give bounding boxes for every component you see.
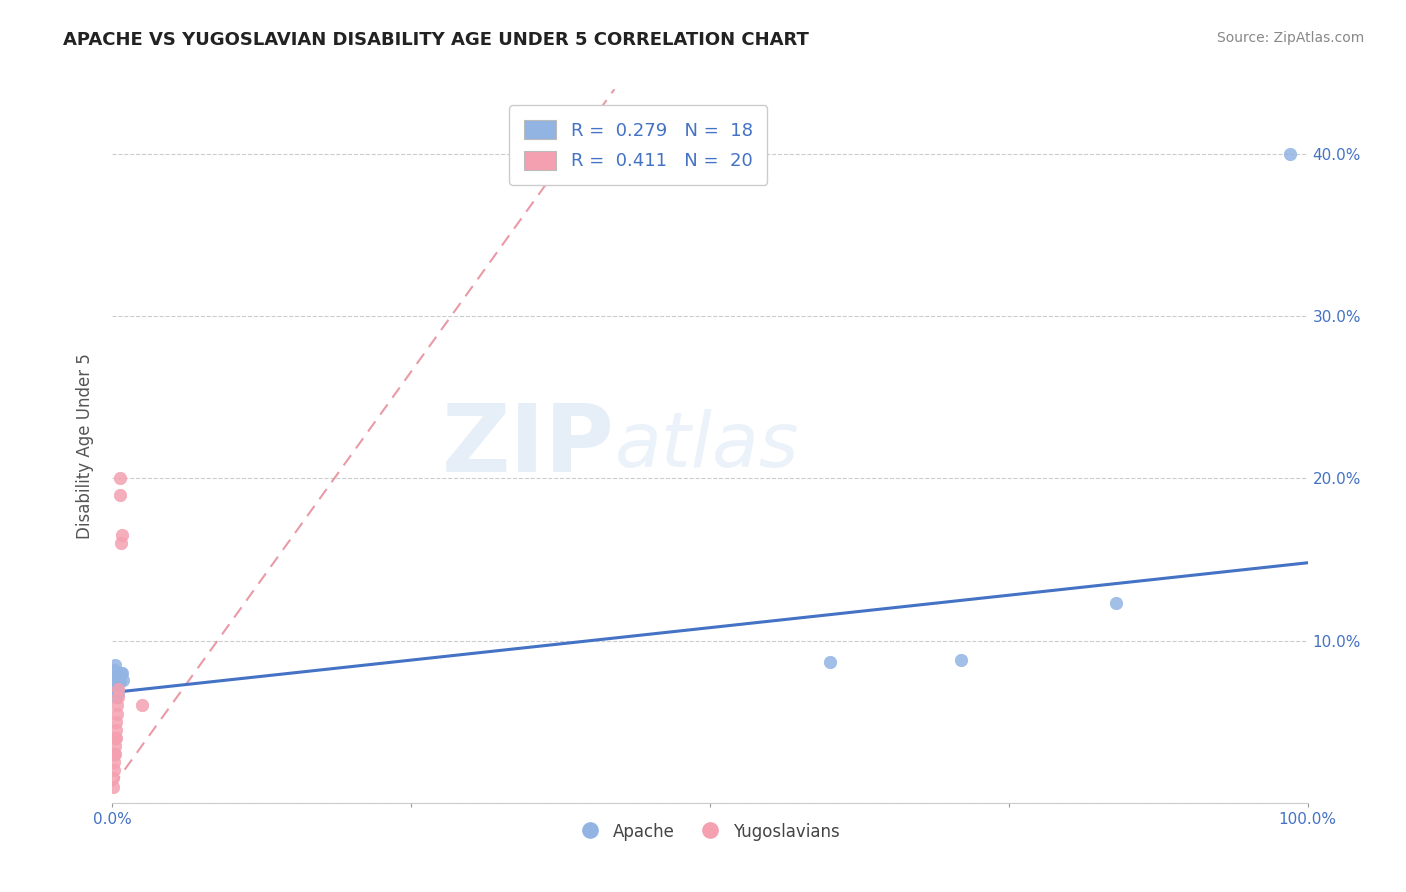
Point xyxy=(110,666,132,681)
Text: Source: ZipAtlas.com: Source: ZipAtlas.com xyxy=(1216,31,1364,45)
Point xyxy=(105,723,128,737)
Point xyxy=(950,653,973,667)
Point xyxy=(101,780,124,794)
Point xyxy=(818,655,841,669)
Text: ZIP: ZIP xyxy=(441,400,614,492)
Point xyxy=(131,698,153,713)
Point xyxy=(104,739,127,753)
Point xyxy=(105,682,128,697)
Point xyxy=(1105,596,1128,610)
Point xyxy=(104,731,127,745)
Point xyxy=(105,679,128,693)
Point xyxy=(112,673,135,687)
Point xyxy=(107,682,129,697)
Point xyxy=(110,536,132,550)
Point xyxy=(111,666,134,681)
Point xyxy=(108,674,131,689)
Point xyxy=(105,669,128,683)
Y-axis label: Disability Age Under 5: Disability Age Under 5 xyxy=(76,353,94,539)
Point xyxy=(107,690,129,705)
Point xyxy=(108,488,131,502)
Point xyxy=(105,706,128,721)
Point xyxy=(105,690,128,705)
Point xyxy=(107,685,129,699)
Point xyxy=(105,698,128,713)
Text: atlas: atlas xyxy=(614,409,799,483)
Point xyxy=(104,669,127,683)
Point xyxy=(104,747,127,761)
Point xyxy=(103,747,125,761)
Legend: Apache, Yugoslavians: Apache, Yugoslavians xyxy=(574,816,846,848)
Point xyxy=(107,674,129,689)
Point xyxy=(108,471,131,485)
Point xyxy=(111,528,134,542)
Point xyxy=(105,714,128,729)
Point xyxy=(103,674,125,689)
Point xyxy=(101,772,124,786)
Point xyxy=(104,657,127,672)
Point xyxy=(1278,147,1301,161)
Text: APACHE VS YUGOSLAVIAN DISABILITY AGE UNDER 5 CORRELATION CHART: APACHE VS YUGOSLAVIAN DISABILITY AGE UND… xyxy=(63,31,808,49)
Point xyxy=(105,731,128,745)
Point xyxy=(103,756,125,770)
Point xyxy=(103,663,125,677)
Point xyxy=(103,764,125,778)
